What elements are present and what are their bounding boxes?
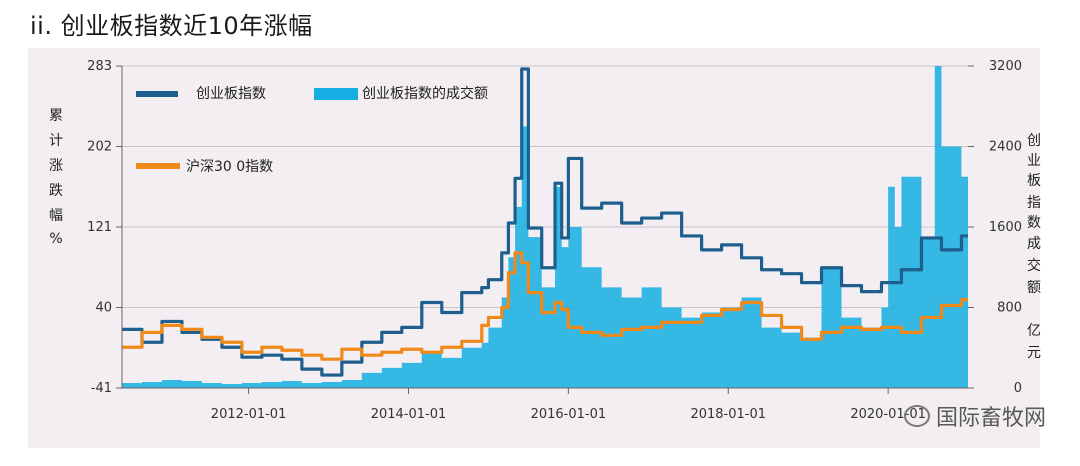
- left-tick-label: 40: [95, 301, 112, 316]
- right-tick-label: 1600: [989, 220, 1022, 235]
- left-tick-label: 121: [87, 220, 112, 235]
- left-axis-label-char: 累: [49, 108, 63, 124]
- left-axis-label-char: 幅: [49, 208, 63, 224]
- watermark: 国际畜牧网: [903, 400, 1046, 432]
- legend-swatch-volume: [314, 88, 358, 100]
- left-axis-label-char: 计: [49, 133, 63, 149]
- watermark-text: 国际畜牧网: [935, 406, 1046, 431]
- left-axis-label-char: 涨: [49, 158, 63, 174]
- right-tick-label: 3200: [989, 59, 1022, 74]
- legend-label-hs300: 沪深30 0指数: [186, 159, 273, 175]
- right-axis-label-char: 创: [1027, 133, 1041, 149]
- left-tick-label: -41: [91, 381, 112, 396]
- right-axis-label-char: 数: [1027, 215, 1041, 231]
- right-axis-label-char: 亿: [1027, 323, 1041, 339]
- volume-area: [122, 66, 968, 388]
- right-axis-label-char: 业: [1027, 153, 1041, 169]
- line-series: [122, 67, 968, 377]
- legend: 创业板指数 创业板指数的成交额 沪深30 0指数: [136, 85, 488, 175]
- right-axis-label-char: 板: [1027, 173, 1041, 189]
- right-axis-label-char: 额: [1027, 280, 1041, 296]
- right-axis-label-char: 成: [1027, 236, 1041, 252]
- right-axis-label-char: 指: [1027, 195, 1041, 211]
- left-axis-label-char: %: [49, 231, 62, 247]
- right-tick-label: 0: [1014, 381, 1022, 396]
- right-axis: 3200 2400 1600 800 0: [968, 59, 1022, 396]
- right-axis-label-char: 交: [1027, 257, 1041, 274]
- x-tick-label: 2018-01-01: [690, 407, 766, 422]
- legend-label-cyb: 创业板指数: [196, 86, 266, 102]
- x-tick-label: 2014-01-01: [371, 407, 447, 422]
- x-tick-label: 2012-01-01: [211, 407, 287, 422]
- left-axis: 283 202 121 40 -41: [87, 59, 123, 396]
- volume-area-path: [122, 66, 968, 388]
- x-tick-label: 2016-01-01: [531, 407, 607, 422]
- left-tick-label: 283: [87, 59, 112, 74]
- right-axis-label-char: 元: [1027, 345, 1041, 361]
- right-tick-label: 800: [997, 301, 1022, 316]
- wechat-icon: [903, 405, 930, 427]
- hs300-line: [122, 251, 968, 361]
- left-tick-label: 202: [87, 140, 112, 155]
- legend-swatch-hs300: [136, 163, 180, 169]
- page-title: ii. 创业板指数近10年涨幅: [30, 12, 313, 40]
- cyb-index-line: [122, 67, 968, 377]
- right-tick-label: 2400: [989, 140, 1022, 155]
- legend-swatch-cyb: [136, 91, 178, 97]
- left-axis-label-char: 跌: [49, 183, 63, 199]
- legend-label-volume: 创业板指数的成交额: [362, 85, 488, 102]
